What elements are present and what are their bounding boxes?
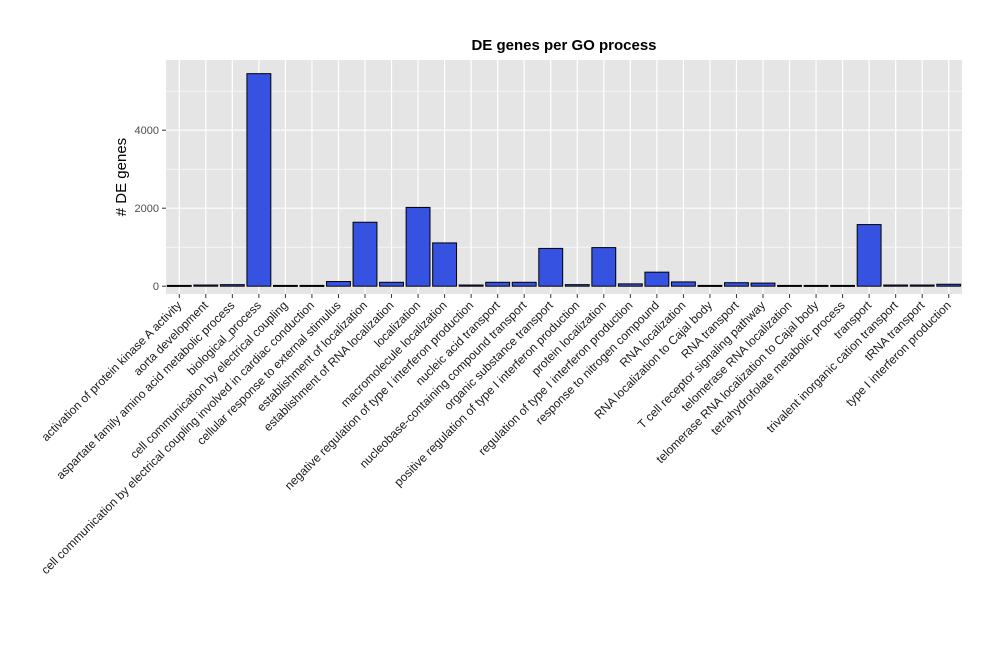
y-tick-label: 2000	[135, 203, 159, 215]
bar	[352, 221, 378, 287]
bar	[379, 281, 404, 287]
bar	[591, 247, 617, 287]
bar	[697, 284, 723, 287]
bar	[644, 271, 670, 287]
bar	[538, 247, 564, 287]
bar	[830, 284, 856, 287]
x-axis-ticks: activation of protein kinase A activitya…	[38, 294, 954, 577]
y-axis-ticks: 0 2000 4000	[135, 125, 166, 293]
plot-panel	[166, 60, 962, 294]
bar	[405, 206, 431, 287]
y-tick-label: 0	[153, 281, 159, 293]
bar	[193, 284, 219, 287]
bars	[166, 73, 962, 287]
bar	[750, 282, 776, 287]
bar	[511, 281, 537, 287]
bar	[432, 242, 458, 287]
bar	[299, 284, 325, 287]
bar	[246, 73, 272, 287]
bar	[803, 284, 829, 287]
bar	[617, 283, 643, 287]
bar	[272, 284, 298, 287]
bar	[777, 284, 802, 287]
bar	[485, 281, 511, 287]
bar	[670, 281, 696, 287]
bar	[856, 224, 882, 287]
bar	[724, 282, 749, 287]
y-axis-title: # DE genes	[113, 138, 130, 216]
bar	[883, 284, 909, 287]
bar	[936, 283, 962, 287]
bar	[458, 284, 484, 287]
bar	[166, 284, 192, 287]
y-tick-label: 4000	[135, 125, 159, 137]
bar	[326, 281, 351, 287]
x-tick-label: aspartate family amino acid metabolic pr…	[54, 298, 238, 482]
chart-title: DE genes per GO process	[471, 37, 656, 54]
bar	[564, 284, 590, 287]
bar	[909, 284, 935, 287]
bar	[219, 284, 245, 287]
